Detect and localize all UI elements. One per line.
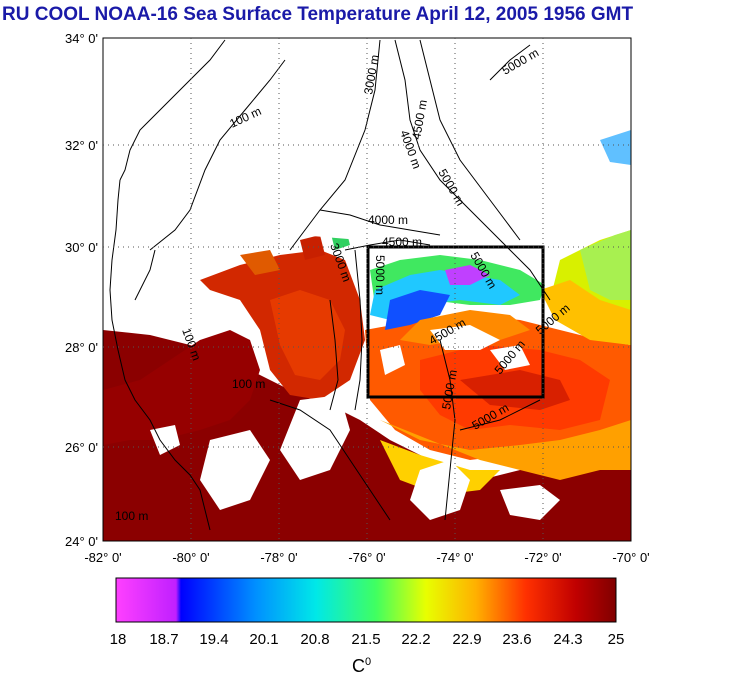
- lon-axis: -82° 0' -80° 0' -78° 0' -76° 0' -74° 0' …: [84, 550, 649, 565]
- lon-tick-label: -80° 0': [172, 550, 209, 565]
- colorbar-tick: 23.6: [502, 631, 531, 648]
- analysis-box: [366, 245, 545, 399]
- contour-label: 5000 m: [373, 255, 387, 295]
- colorbar-tick: 20.1: [249, 631, 278, 648]
- colorbar-unit: C0: [352, 656, 371, 677]
- lat-axis: 34° 0' 32° 0' 30° 0' 28° 0' 26° 0' 24° 0…: [65, 31, 98, 549]
- unit-superscript: 0: [365, 656, 372, 668]
- colorbar-tick: 19.4: [199, 631, 228, 648]
- lat-tick-label: 32° 0': [65, 138, 98, 153]
- sst-field: [103, 39, 631, 541]
- colorbar-tick: 22.9: [452, 631, 481, 648]
- grid: [103, 38, 631, 541]
- colorbar-tick: 24.3: [553, 631, 582, 648]
- colorbar-tick: 20.8: [300, 631, 329, 648]
- contour-label: 4500 m: [409, 99, 430, 141]
- colorbar-tick: 21.5: [351, 631, 380, 648]
- colorbar-tick: 22.2: [401, 631, 430, 648]
- contour-label: 100 m: [232, 377, 265, 391]
- lon-tick-label: -76° 0': [348, 550, 385, 565]
- colorbar-tick: 18: [110, 631, 127, 648]
- colorbar-ticks: 18 18.7 19.4 20.1 20.8 21.5 22.2 22.9 23…: [110, 631, 625, 648]
- lon-tick-label: -74° 0': [436, 550, 473, 565]
- lat-tick-label: 26° 0': [65, 440, 98, 455]
- lat-tick-label: 30° 0': [65, 240, 98, 255]
- unit-text: C: [352, 656, 365, 676]
- map-title: RU COOL NOAA-16 Sea Surface Temperature …: [2, 4, 634, 25]
- colorbar-tick: 25: [608, 631, 625, 648]
- contour-label: 4500 m: [382, 235, 422, 249]
- colorbar-tick: 18.7: [149, 631, 178, 648]
- lat-tick-label: 28° 0': [65, 340, 98, 355]
- contour-label: 4000 m: [368, 213, 408, 227]
- lon-tick-label: -72° 0': [524, 550, 561, 565]
- contour-label: 5000 m: [439, 369, 460, 411]
- lat-tick-label: 24° 0': [65, 534, 98, 549]
- contour-label: 100 m: [115, 509, 148, 523]
- lon-tick-label: -70° 0': [612, 550, 649, 565]
- contour-label: 3000 m: [361, 54, 382, 96]
- colorbar: [115, 577, 617, 623]
- lon-tick-label: -78° 0': [260, 550, 297, 565]
- lat-tick-label: 34° 0': [65, 31, 98, 46]
- lon-tick-label: -82° 0': [84, 550, 121, 565]
